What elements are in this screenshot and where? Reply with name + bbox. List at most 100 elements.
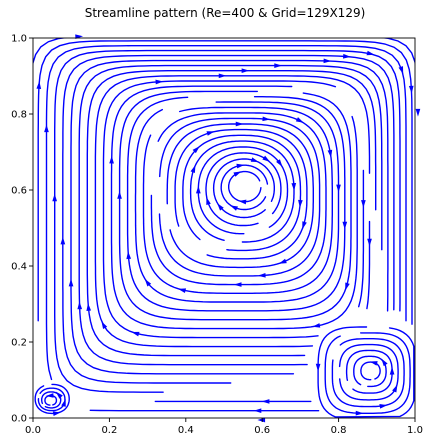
flow-arrow	[257, 417, 266, 423]
flow-arrow	[101, 321, 108, 330]
flow-arrow	[235, 121, 244, 127]
streamline	[366, 220, 371, 310]
flow-arrow	[155, 79, 164, 85]
flow-arrow	[236, 163, 245, 169]
y-tick-label: 1.0	[11, 34, 27, 45]
streamline	[331, 338, 405, 408]
plot-frame	[32, 37, 416, 419]
streamline	[189, 140, 295, 243]
y-tick-label: 0.8	[11, 110, 27, 121]
x-tick-label: 0.4	[178, 425, 194, 436]
secondary-flow-arrow	[389, 366, 395, 375]
flow-arrow	[342, 221, 348, 230]
x-tick-label: 0.0	[25, 425, 41, 436]
flow-arrow	[178, 288, 187, 293]
streamline	[197, 146, 289, 235]
flow-arrow	[398, 66, 404, 75]
streamline	[174, 128, 308, 260]
corner-flow-arrow	[52, 411, 61, 416]
flow-arrow	[327, 149, 333, 158]
streamline	[78, 64, 383, 366]
flow-arrow	[117, 191, 122, 199]
x-tick-label: 0.2	[101, 425, 117, 436]
flow-arrow	[361, 200, 366, 208]
flow-arrow	[323, 58, 332, 64]
flow-arrow	[261, 399, 270, 404]
flow-arrow	[295, 117, 304, 123]
flow-arrow	[44, 124, 49, 133]
flow-arrow	[77, 301, 83, 310]
flow-arrow	[302, 221, 307, 230]
flow-arrow	[253, 408, 262, 414]
secondary-flow-arrow	[379, 404, 388, 409]
y-tick-label: 0.2	[11, 338, 27, 349]
x-tick-label: 0.8	[331, 425, 347, 436]
flow-arrow	[190, 164, 196, 173]
streamline	[324, 332, 411, 414]
flow-arrow	[408, 85, 414, 94]
flow-arrow	[298, 199, 303, 208]
flow-arrow	[230, 205, 239, 211]
flow-arrow	[312, 323, 321, 328]
streamline	[33, 38, 415, 67]
streamline	[353, 355, 387, 388]
flow-arrows	[36, 34, 421, 423]
flow-arrow	[68, 278, 74, 287]
flow-arrow	[131, 331, 140, 337]
streamline	[62, 54, 395, 384]
streamline	[45, 45, 407, 381]
flow-arrow	[36, 81, 42, 89]
flow-arrow	[367, 238, 372, 247]
flow-arrow	[52, 193, 58, 202]
x-axis: 0.0 0.2 0.4 0.6 0.8 1.0	[25, 418, 423, 436]
flow-arrow	[276, 159, 283, 167]
streamline	[62, 417, 69, 418]
streamline	[44, 395, 58, 406]
flow-arrow	[233, 282, 242, 287]
streamline	[317, 326, 415, 418]
flow-arrow	[144, 278, 152, 287]
flow-arrow	[366, 50, 375, 56]
flow-arrow	[415, 108, 421, 117]
flow-arrow	[217, 203, 224, 211]
corner-flow-arrow	[61, 398, 66, 407]
flow-arrow	[218, 73, 227, 79]
x-tick-label: 0.6	[254, 425, 270, 436]
y-tick-label: 0.6	[11, 186, 27, 197]
streamline	[358, 169, 365, 308]
flow-arrow	[241, 68, 250, 74]
secondary-flow-arrow	[315, 363, 321, 372]
flow-arrow	[250, 157, 259, 163]
flow-arrow	[109, 155, 114, 164]
chart-title: Streamline pattern (Re=400 & Grid=129X12…	[85, 6, 366, 20]
streamline	[118, 90, 352, 321]
streamline	[228, 170, 262, 203]
streamline	[102, 80, 337, 339]
streamline	[360, 361, 381, 381]
flow-arrow	[274, 63, 282, 68]
streamline	[54, 49, 401, 393]
flow-arrow	[60, 236, 66, 245]
streamline	[205, 152, 282, 227]
flow-arrow	[345, 282, 350, 291]
x-tick-label: 1.0	[407, 425, 423, 436]
streamline	[37, 40, 413, 325]
corner-flow-arrow	[45, 393, 54, 398]
flow-arrow	[206, 131, 215, 136]
flow-arrow	[126, 251, 132, 260]
flow-arrow	[257, 272, 266, 278]
flow-arrow	[192, 146, 200, 154]
streamline	[212, 158, 275, 219]
streamline	[166, 123, 314, 269]
flow-arrow	[262, 155, 271, 162]
secondary-flow-arrow	[355, 410, 364, 416]
flow-arrow	[262, 116, 271, 122]
y-tick-label: 0.4	[11, 262, 27, 273]
streamline	[150, 112, 327, 286]
secondary-flow-arrow	[392, 384, 398, 393]
flow-arrow	[206, 196, 211, 206]
streamline	[158, 117, 321, 277]
streamline	[345, 349, 393, 394]
y-axis: 0.0 0.2 0.4 0.6 0.8 1.0	[11, 34, 33, 425]
